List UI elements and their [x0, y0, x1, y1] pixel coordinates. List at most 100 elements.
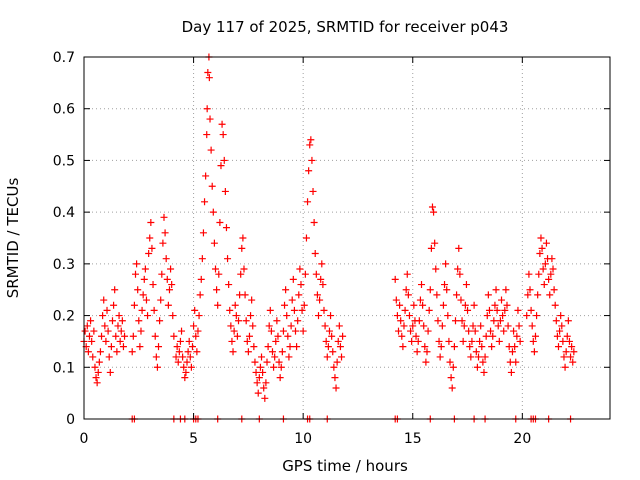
- data-point: [185, 337, 193, 345]
- data-point: [95, 358, 103, 366]
- data-point: [146, 234, 154, 242]
- data-point: [489, 332, 497, 340]
- data-point: [160, 213, 168, 221]
- data-point: [92, 374, 100, 382]
- data-point: [530, 348, 538, 356]
- data-point: [312, 270, 320, 278]
- data-point: [102, 337, 110, 345]
- data-point: [567, 353, 575, 361]
- data-point: [188, 343, 196, 351]
- data-point: [286, 343, 294, 351]
- data-point: [527, 306, 535, 314]
- data-point: [84, 348, 92, 356]
- data-point: [470, 301, 478, 309]
- data-point: [132, 270, 140, 278]
- data-point: [264, 343, 272, 351]
- data-point: [260, 384, 268, 392]
- data-point: [415, 317, 423, 325]
- data-point: [259, 368, 267, 376]
- data-point: [335, 322, 343, 330]
- data-point: [501, 306, 509, 314]
- data-point: [193, 348, 201, 356]
- data-point: [159, 239, 167, 247]
- data-point: [395, 327, 403, 335]
- data-point: [422, 358, 430, 366]
- data-point: [227, 322, 235, 330]
- data-point: [472, 348, 480, 356]
- data-point: [330, 363, 338, 371]
- data-point: [230, 327, 238, 335]
- data-point: [244, 348, 252, 356]
- data-point: [468, 337, 476, 345]
- data-point: [304, 198, 312, 206]
- data-point: [282, 286, 290, 294]
- data-point: [299, 327, 307, 335]
- data-point: [139, 291, 147, 299]
- data-point: [297, 281, 305, 289]
- data-point: [151, 332, 159, 340]
- data-point: [552, 317, 560, 325]
- data-point: [447, 374, 455, 382]
- data-point: [435, 337, 443, 345]
- data-point: [491, 301, 499, 309]
- data-point: [445, 337, 453, 345]
- data-point: [114, 322, 122, 330]
- data-point: [183, 358, 191, 366]
- data-point: [283, 312, 291, 320]
- data-point: [187, 363, 195, 371]
- data-point: [551, 301, 559, 309]
- data-point: [105, 353, 113, 361]
- data-point: [391, 275, 399, 283]
- data-point: [329, 348, 337, 356]
- data-point: [557, 312, 565, 320]
- data-point: [559, 337, 567, 345]
- data-point: [89, 353, 97, 361]
- data-point: [438, 322, 446, 330]
- data-point: [331, 374, 339, 382]
- data-point: [130, 301, 138, 309]
- data-point: [560, 353, 568, 361]
- data-point: [469, 322, 477, 330]
- data-point: [141, 265, 149, 273]
- data-point: [325, 327, 333, 335]
- data-point: [484, 291, 492, 299]
- data-point: [157, 296, 165, 304]
- data-point: [152, 353, 160, 361]
- data-point: [300, 301, 308, 309]
- data-point: [500, 327, 508, 335]
- data-point: [263, 358, 271, 366]
- data-point: [456, 270, 464, 278]
- data-point: [568, 343, 576, 351]
- data-point: [145, 250, 153, 258]
- data-point: [266, 306, 274, 314]
- data-point: [178, 327, 186, 335]
- chart-title: Day 117 of 2025, SRMTID for receiver p04…: [182, 18, 509, 36]
- data-point: [265, 322, 273, 330]
- data-point: [523, 312, 531, 320]
- data-point: [138, 306, 146, 314]
- data-point: [510, 327, 518, 335]
- data-point: [174, 358, 182, 366]
- data-point: [410, 301, 418, 309]
- data-point: [336, 343, 344, 351]
- data-point: [313, 291, 321, 299]
- data-point: [161, 229, 169, 237]
- y-tick-label: 0.1: [53, 360, 75, 376]
- data-point: [91, 363, 99, 371]
- data-point: [250, 343, 258, 351]
- data-point: [293, 343, 301, 351]
- data-point: [271, 353, 279, 361]
- data-point: [137, 327, 145, 335]
- data-point: [504, 322, 512, 330]
- data-point: [513, 332, 521, 340]
- data-point: [512, 358, 520, 366]
- data-point: [460, 322, 468, 330]
- data-point: [405, 312, 413, 320]
- data-point: [180, 363, 188, 371]
- data-point: [115, 312, 123, 320]
- data-point: [538, 244, 546, 252]
- data-point: [218, 120, 226, 128]
- data-point: [241, 291, 249, 299]
- y-tick-label: 0: [66, 412, 75, 428]
- data-point: [142, 296, 150, 304]
